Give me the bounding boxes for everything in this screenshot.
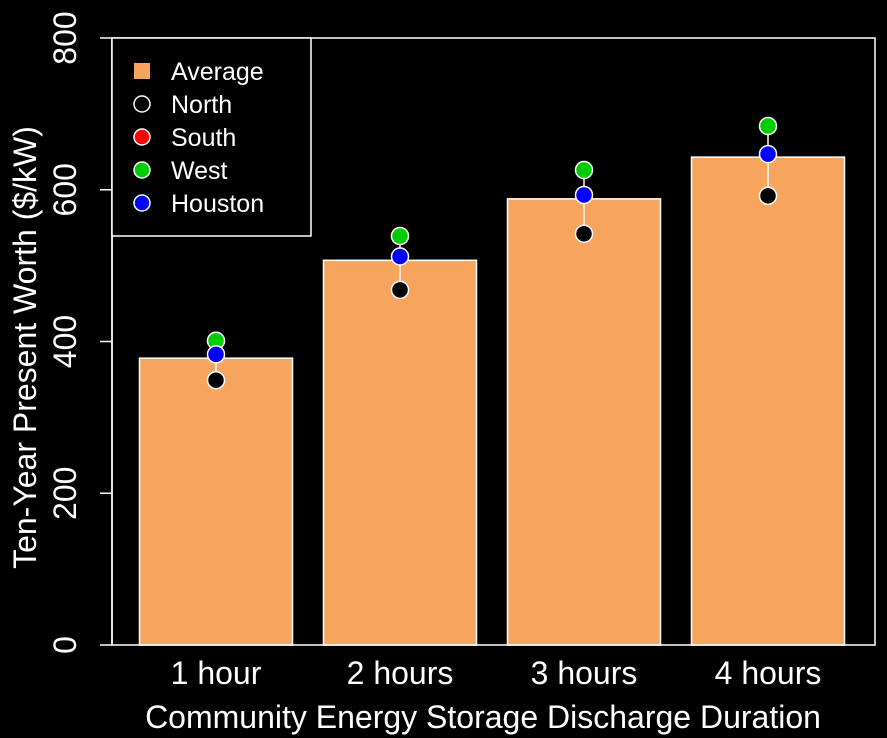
point-west — [390, 226, 410, 246]
x-axis-label: Community Energy Storage Discharge Durat… — [145, 699, 821, 735]
legend-marker-houston — [133, 194, 151, 212]
legend-label-west: West — [171, 157, 228, 185]
y-tick-label: 0 — [47, 636, 83, 654]
point-houston — [758, 144, 778, 164]
x-tick-label: 3 hours — [531, 655, 638, 691]
bar — [322, 259, 478, 646]
x-axis: 1 hour 2 hours 3 hours 4 hours — [171, 655, 822, 691]
x-tick-label: 2 hours — [347, 655, 454, 691]
bars-layer — [138, 156, 846, 646]
x-tick-label: 4 hours — [715, 655, 822, 691]
point-houston — [390, 247, 410, 266]
legend: Average North South West Houston — [111, 37, 312, 237]
legend-label-south: South — [171, 124, 236, 152]
legend-label-north: North — [171, 91, 232, 119]
point-west — [574, 160, 594, 180]
points-layer — [206, 116, 778, 390]
legend-marker-west — [133, 161, 151, 179]
legend-marker-north — [133, 95, 151, 113]
legend-label-average: Average — [171, 58, 264, 86]
y-axis-label: Ten-Year Present Worth ($/kW) — [7, 126, 43, 569]
bar — [506, 198, 662, 646]
bar — [690, 156, 846, 646]
legend-swatch-average — [134, 63, 150, 79]
point-north — [206, 370, 226, 390]
point-north — [390, 280, 410, 300]
legend-marker-south — [133, 128, 151, 146]
bar — [138, 357, 294, 646]
x-tick-label: 1 hour — [171, 655, 262, 691]
y-tick-label: 600 — [47, 163, 83, 216]
y-axis: 0 200 400 600 800 — [47, 11, 113, 654]
point-north — [574, 224, 594, 244]
point-west — [758, 116, 778, 136]
legend-label-houston: Houston — [171, 190, 264, 218]
point-north — [758, 186, 778, 206]
point-houston — [206, 345, 226, 364]
y-tick-label: 200 — [47, 467, 83, 520]
y-tick-label: 400 — [47, 315, 83, 368]
y-tick-label: 800 — [47, 11, 83, 64]
point-houston — [574, 185, 594, 205]
